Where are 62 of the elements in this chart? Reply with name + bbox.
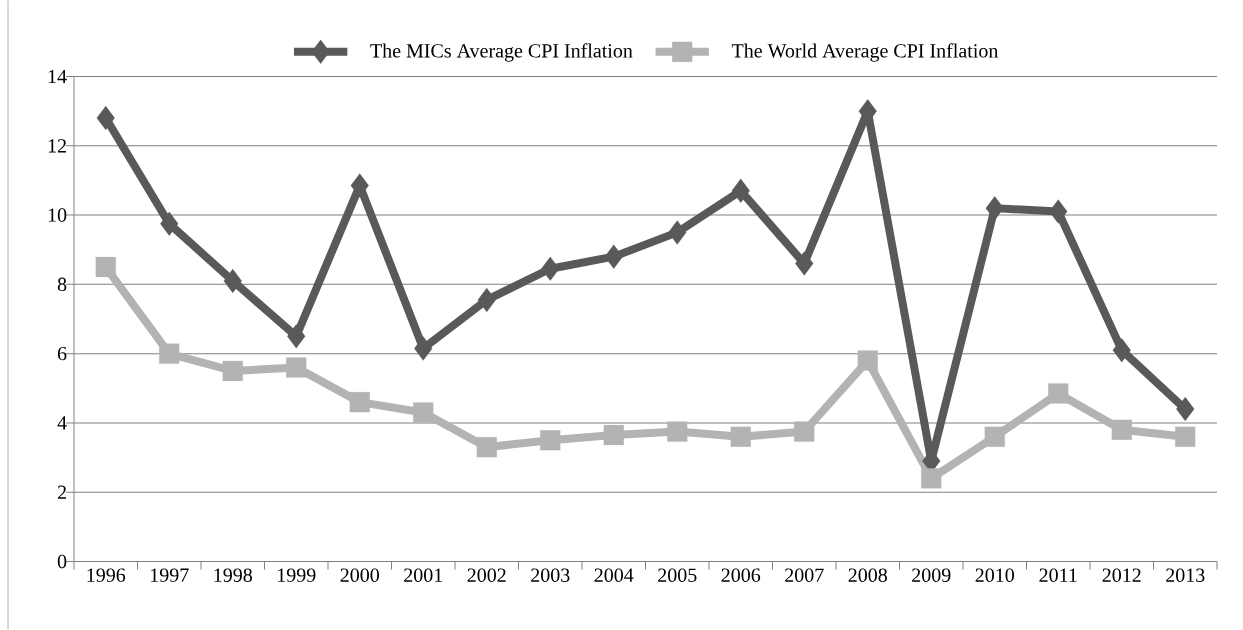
x-tick-label: 2007 [785,568,824,582]
y-tick-label: 12 [48,139,66,153]
point [1175,426,1196,447]
point [1048,383,1069,404]
point [95,256,116,278]
y-tick-label: 2 [57,485,66,499]
point [1111,419,1132,440]
point [160,211,179,236]
point [668,220,687,245]
x-tick-label: 2009 [912,568,951,582]
x-tick-label: 2008 [848,568,887,582]
y-tick-label: 0 [57,554,67,569]
point [921,468,942,489]
point [477,287,496,313]
point [286,357,307,378]
point [350,173,369,198]
x-tick-label: 2011 [1039,568,1077,582]
legend-label: The MICs Average CPI Inflation [370,43,633,62]
y-tick-label: 4 [57,416,67,430]
x-tick-label: 2005 [658,568,697,582]
point [667,421,688,442]
point [795,251,814,276]
legend-label: The World Average CPI Inflation [731,43,999,62]
point [159,343,180,364]
point [985,196,1004,221]
point [604,244,623,269]
point [1176,396,1195,422]
point [1112,338,1131,363]
y-tick-label: 10 [48,208,67,222]
x-tick-label: 2001 [404,568,443,582]
x-tick-label: 1998 [214,568,252,582]
point [541,256,560,281]
point [603,424,624,446]
point [794,421,815,442]
point [476,437,497,458]
point [984,426,1005,447]
point [349,392,370,413]
point [540,430,561,451]
x-tick-label: 2012 [1102,568,1141,582]
x-tick-label: 2006 [721,568,761,582]
point [1049,199,1068,224]
point [731,178,750,203]
point [223,268,242,293]
x-tick-label: 2004 [594,568,634,582]
y-tick-label: 14 [48,69,67,84]
point [287,324,306,349]
x-tick-label: 2002 [467,568,506,582]
y-tick-label: 8 [57,277,67,292]
x-tick-label: 2000 [340,568,379,582]
point [414,336,433,361]
point [730,426,751,447]
x-tick-label: 2010 [975,568,1014,582]
x-tick-label: 1996 [87,568,126,582]
point [857,350,878,371]
x-tick-label: 1997 [151,568,189,582]
x-tick-label: 1999 [278,568,316,582]
x-tick-label: 2013 [1166,568,1205,582]
point [413,402,434,423]
point [222,360,243,382]
x-tick-label: 2003 [531,568,570,582]
y-tick-label: 6 [57,346,67,361]
point [96,105,115,131]
